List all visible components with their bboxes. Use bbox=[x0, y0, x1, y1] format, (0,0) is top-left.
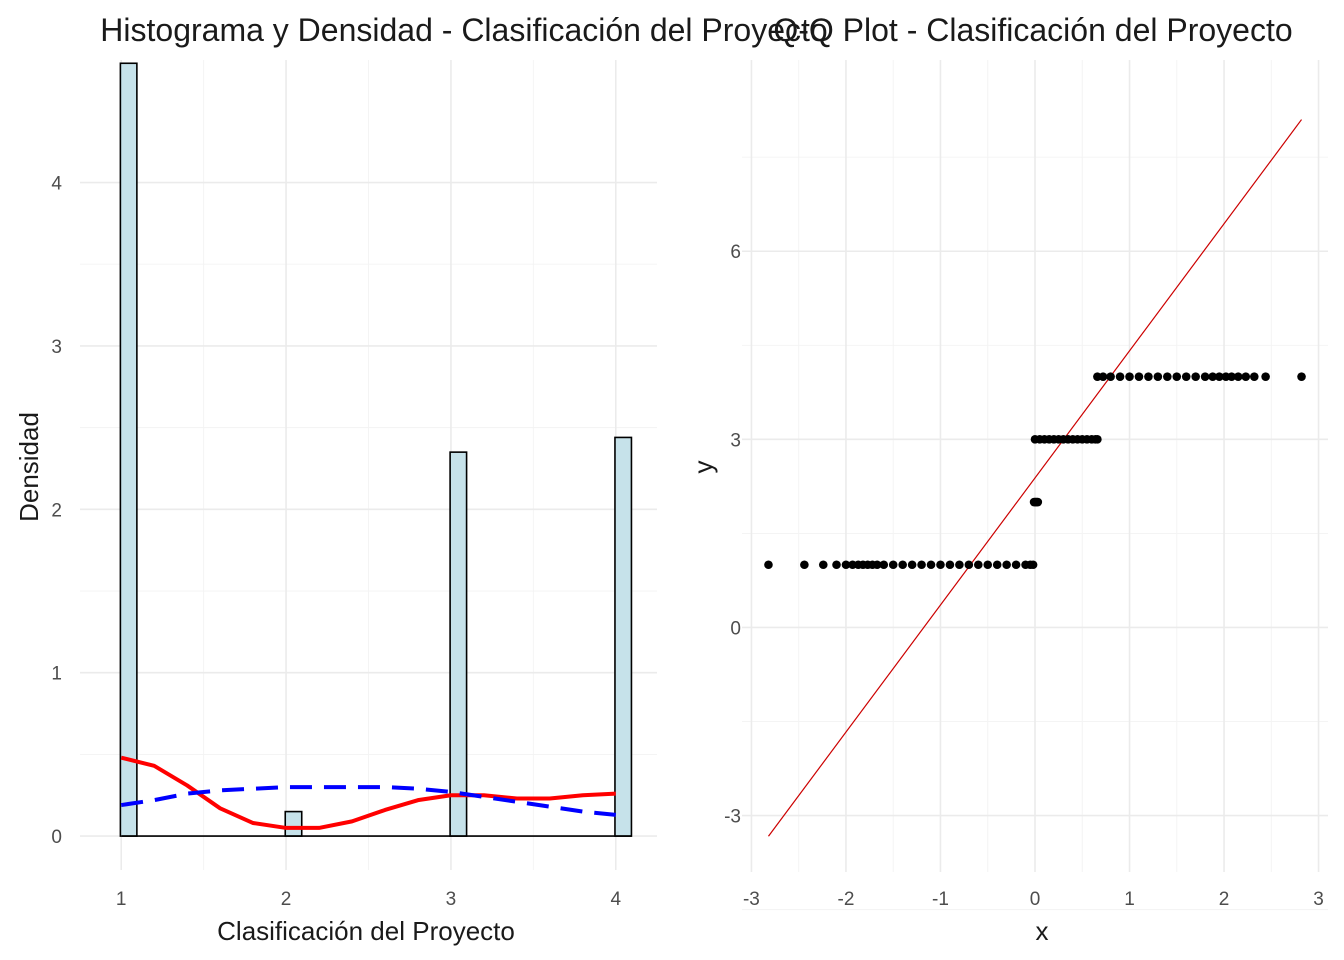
qq-point bbox=[1134, 372, 1144, 381]
histogram-y-tick-label: 4 bbox=[51, 174, 62, 195]
qq-point bbox=[936, 560, 945, 570]
qq-y-tick-label: -3 bbox=[724, 807, 741, 828]
qq-point bbox=[1208, 372, 1217, 381]
qq-x-tick-label: -1 bbox=[932, 889, 949, 910]
qq-point bbox=[1106, 372, 1115, 381]
qq-point bbox=[1098, 372, 1108, 381]
qq-point bbox=[1241, 372, 1251, 381]
histogram-bars bbox=[119, 62, 633, 837]
histogram-x-tick-label: 4 bbox=[610, 889, 621, 910]
qq-point bbox=[1093, 435, 1102, 444]
qq-point bbox=[992, 560, 1002, 570]
histogram-y-axis-title: Densidad bbox=[14, 412, 44, 522]
qq-point bbox=[1115, 372, 1125, 381]
histogram-y-tick-label: 1 bbox=[51, 664, 62, 685]
histogram-x-tick-label: 2 bbox=[281, 889, 292, 910]
qq-point bbox=[1215, 372, 1224, 381]
qq-grid bbox=[742, 60, 1328, 911]
histogram-x-tick-label: 1 bbox=[116, 889, 127, 910]
qq-point bbox=[1163, 372, 1172, 381]
qq-y-tick-label: 0 bbox=[730, 618, 741, 639]
qq-point bbox=[1249, 372, 1259, 381]
qq-point bbox=[1011, 560, 1021, 570]
qq-point bbox=[818, 560, 828, 570]
histogram-density-panel: 1 2 3 4 0 1 2 3 4 Clasificación del Proyecto De… bbox=[14, 60, 657, 946]
qq-point bbox=[1200, 372, 1210, 381]
qq-point bbox=[1002, 560, 1011, 570]
qq-point bbox=[1033, 497, 1043, 507]
histogram-bar bbox=[449, 451, 468, 837]
qq-point bbox=[1191, 372, 1200, 381]
qq-point bbox=[964, 560, 974, 570]
histogram-bar bbox=[614, 436, 633, 837]
qq-point bbox=[879, 560, 889, 570]
qq-x-tick-label: -3 bbox=[743, 889, 760, 910]
qq-y-tick-label: 3 bbox=[730, 430, 741, 451]
qq-point bbox=[832, 560, 841, 570]
qq-point bbox=[917, 560, 926, 570]
histogram-x-tick-label: 3 bbox=[446, 889, 457, 910]
histogram-bar bbox=[119, 62, 138, 837]
qq-point bbox=[973, 560, 983, 570]
density-solid-line bbox=[120, 755, 616, 830]
histogram-x-axis-title: Clasificación del Proyecto bbox=[217, 916, 515, 946]
histogram-y-tick-labels: 0 1 2 3 4 bbox=[51, 174, 62, 849]
density-dashed-line bbox=[120, 785, 616, 817]
qq-point bbox=[800, 560, 809, 570]
qq-point bbox=[1172, 372, 1182, 381]
qq-points bbox=[764, 372, 1306, 570]
qq-plot-title: Q-Q Plot - Clasificación del Proyecto bbox=[773, 12, 1292, 48]
qq-point bbox=[907, 560, 917, 570]
qq-point bbox=[764, 560, 773, 570]
qq-x-axis-title: x bbox=[1036, 916, 1049, 946]
qq-point bbox=[1227, 372, 1236, 381]
qq-point bbox=[1233, 372, 1243, 381]
qq-point bbox=[888, 560, 898, 570]
qq-plot-panel: -3 -2 -1 0 1 2 3 -3 0 3 6 x y bbox=[688, 60, 1328, 946]
qq-x-tick-labels: -3 -2 -1 0 1 2 3 bbox=[743, 889, 1324, 910]
qq-point bbox=[1144, 372, 1153, 381]
qq-y-tick-label: 6 bbox=[730, 242, 741, 263]
histogram-title: Histograma y Densidad - Clasificación de… bbox=[100, 12, 827, 48]
qq-x-tick-label: 3 bbox=[1313, 889, 1324, 910]
qq-point bbox=[983, 560, 993, 570]
qq-point bbox=[955, 560, 964, 570]
qq-y-axis-title: y bbox=[688, 461, 718, 474]
qq-y-tick-labels: -3 0 3 6 bbox=[724, 242, 741, 827]
qq-point bbox=[1261, 372, 1270, 381]
histogram-y-tick-label: 0 bbox=[51, 827, 62, 848]
qq-point bbox=[945, 560, 955, 570]
qq-point bbox=[872, 560, 882, 570]
qq-x-tick-label: -2 bbox=[838, 889, 855, 910]
qq-point bbox=[898, 560, 907, 570]
qq-x-tick-label: 0 bbox=[1030, 889, 1041, 910]
qq-point bbox=[1297, 372, 1306, 381]
histogram-y-tick-label: 3 bbox=[51, 337, 62, 358]
qq-point bbox=[1153, 372, 1163, 381]
histogram-x-tick-labels: 1 2 3 4 bbox=[116, 889, 622, 910]
density-lines bbox=[120, 755, 616, 830]
qq-reference-line bbox=[767, 119, 1303, 837]
qq-reference-line-segment bbox=[767, 119, 1303, 837]
qq-x-tick-label: 1 bbox=[1124, 889, 1135, 910]
histogram-bar bbox=[284, 810, 303, 837]
qq-x-tick-label: 2 bbox=[1219, 889, 1230, 910]
qq-point bbox=[926, 560, 936, 570]
qq-point bbox=[841, 560, 851, 570]
qq-point bbox=[1181, 372, 1191, 381]
histogram-y-tick-label: 2 bbox=[51, 500, 62, 521]
qq-point bbox=[1125, 372, 1134, 381]
qq-point bbox=[1028, 560, 1038, 570]
